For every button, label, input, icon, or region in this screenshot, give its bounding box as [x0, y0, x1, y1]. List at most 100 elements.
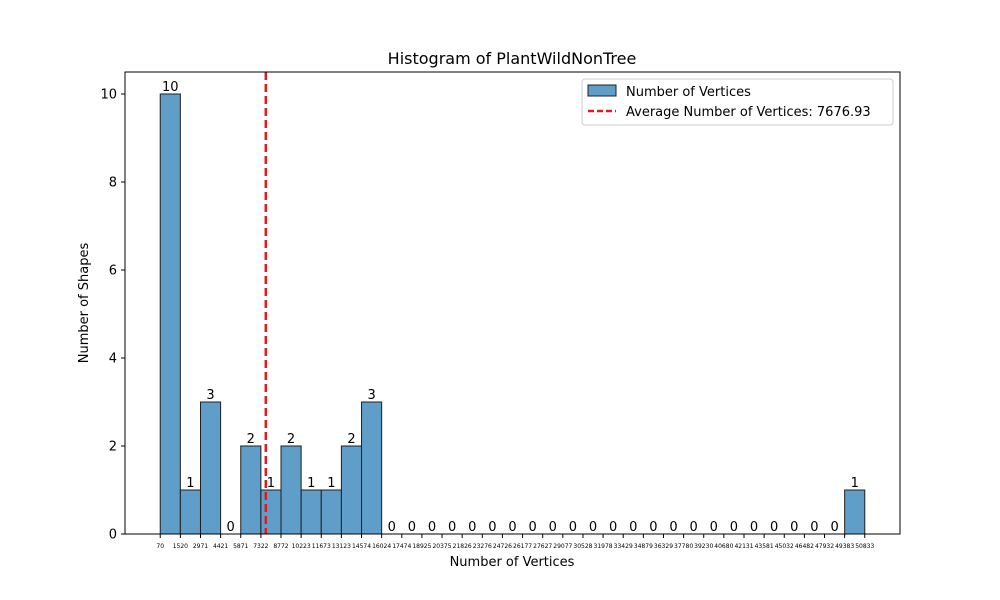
bar-value-label: 0 — [790, 520, 798, 535]
x-tick-label: 49383 — [835, 543, 854, 550]
histogram-bar — [320, 489, 342, 535]
x-tick-label: 7322 — [253, 543, 268, 550]
plot-frame — [124, 71, 901, 535]
bar-value-label: 0 — [468, 520, 476, 535]
x-tick-label: 39230 — [694, 543, 713, 550]
x-tick-label: 24726 — [493, 543, 512, 550]
x-tick-label: 20375 — [432, 543, 451, 550]
bar-value-label: 1 — [307, 476, 315, 491]
x-axis-label: Number of Vertices — [450, 555, 575, 570]
bar-value-label: 0 — [609, 520, 617, 535]
x-tick-label: 2971 — [193, 543, 208, 550]
x-tick-label: 42131 — [734, 543, 753, 550]
bar-value-label: 0 — [750, 520, 758, 535]
y-tick-label: 10 — [100, 88, 117, 103]
histogram-bar — [240, 445, 262, 535]
y-tick-label: 8 — [109, 176, 117, 191]
legend-label-bars: Number of Vertices — [626, 85, 751, 100]
bars-group — [159, 93, 866, 535]
bar-value-label: 0 — [549, 520, 557, 535]
bar-value-label: 0 — [770, 520, 778, 535]
bar-value-label: 0 — [528, 520, 536, 535]
bar-value-label: 0 — [227, 520, 235, 535]
x-tick-label: 34879 — [634, 543, 653, 550]
bar-value-label: 1 — [186, 476, 194, 491]
histogram-bar — [159, 93, 181, 535]
x-tick-label: 29077 — [553, 543, 572, 550]
x-tick-label: 11673 — [312, 543, 331, 550]
bar-value-label: 0 — [448, 520, 456, 535]
x-tick-label: 10223 — [292, 543, 311, 550]
x-axis-ticks: 70 1520 2971 4421 5871 7322 8772 10223 11673 1312… — [156, 534, 874, 550]
x-tick-label: 14574 — [352, 543, 371, 550]
legend-bar-swatch — [587, 84, 617, 97]
x-tick-label: 4421 — [213, 543, 228, 550]
bar-value-label: 0 — [569, 520, 577, 535]
bar-value-label: 3 — [206, 388, 214, 403]
histogram-bar — [340, 445, 363, 535]
x-tick-label: 43581 — [755, 543, 774, 550]
chart-title: Histogram of PlantWildNonTree — [388, 49, 637, 68]
x-tick-label: 50833 — [855, 543, 874, 550]
legend-label-average: Average Number of Vertices: 7676.93 — [626, 105, 871, 120]
bar-value-label: 0 — [830, 520, 838, 535]
bar-value-label: 1 — [267, 476, 275, 491]
bar-value-label: 0 — [710, 520, 718, 535]
histogram-bar — [300, 489, 322, 535]
bar-value-label: 0 — [730, 520, 738, 535]
x-tick-label: 70 — [156, 543, 164, 550]
legend: Number of Vertices Average Number of Ver… — [581, 78, 894, 126]
bar-value-label: 0 — [649, 520, 657, 535]
x-tick-label: 26177 — [513, 543, 532, 550]
bar-value-label: 0 — [408, 520, 416, 535]
bar-value-label: 0 — [388, 520, 396, 535]
x-tick-label: 47932 — [815, 543, 834, 550]
bar-value-label: 1 — [851, 476, 859, 491]
histogram-bar — [361, 401, 383, 535]
x-tick-label: 13123 — [332, 543, 351, 550]
x-tick-label: 17474 — [392, 543, 411, 550]
y-tick-label: 2 — [109, 440, 117, 455]
x-tick-label: 8772 — [273, 543, 288, 550]
bar-value-label: 0 — [810, 520, 818, 535]
x-tick-label: 46482 — [795, 543, 814, 550]
x-tick-label: 33429 — [614, 543, 633, 550]
y-tick-label: 4 — [109, 352, 117, 367]
bar-value-label: 1 — [327, 476, 335, 491]
bar-value-label: 0 — [508, 520, 516, 535]
x-tick-label: 5871 — [233, 543, 248, 550]
x-tick-label: 18925 — [412, 543, 431, 550]
bar-value-label: 0 — [488, 520, 496, 535]
x-tick-label: 23276 — [473, 543, 492, 550]
y-axis-ticks: 0 2 4 6 8 10 — [100, 88, 125, 543]
bar-value-label: 2 — [287, 432, 295, 447]
y-tick-label: 6 — [109, 264, 117, 279]
x-tick-label: 40680 — [714, 543, 733, 550]
x-tick-label: 16024 — [372, 543, 391, 550]
x-tick-label: 30528 — [573, 543, 592, 550]
x-tick-label: 31978 — [594, 543, 613, 550]
histogram-bar — [844, 489, 866, 535]
x-tick-label: 36329 — [654, 543, 673, 550]
bar-value-label: 2 — [247, 432, 255, 447]
bar-value-label: 0 — [629, 520, 637, 535]
x-tick-label: 45032 — [775, 543, 794, 550]
bar-value-label: 0 — [589, 520, 597, 535]
x-tick-label: 27627 — [533, 543, 552, 550]
x-tick-label: 37780 — [674, 543, 693, 550]
bar-value-label: 0 — [428, 520, 436, 535]
bar-value-label: 10 — [162, 80, 179, 95]
bar-value-label: 2 — [347, 432, 355, 447]
histogram-bar — [199, 401, 222, 535]
histogram-bar — [260, 489, 282, 535]
y-axis-label: Number of Shapes — [77, 243, 92, 364]
bar-value-label: 3 — [367, 388, 375, 403]
legend-box — [581, 78, 894, 126]
x-tick-label: 21826 — [453, 543, 472, 550]
x-tick-label: 1520 — [173, 543, 188, 550]
bar-value-label: 0 — [669, 520, 677, 535]
bar-value-label: 0 — [690, 520, 698, 535]
histogram-bar — [280, 445, 302, 535]
